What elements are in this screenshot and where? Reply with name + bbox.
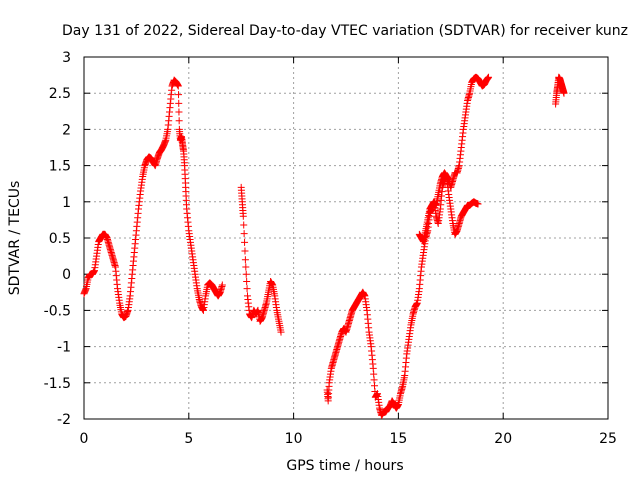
data-point [243,277,251,285]
data-point [474,200,482,208]
data-points [80,73,568,419]
data-point [240,221,248,229]
y-axis-label: SDTVAR / TECUs [7,181,23,296]
data-point [243,285,251,293]
y-tick-labels: -2 -1.5 -1 -0.5 0 0.5 1 1.5 2 2.5 3 [44,50,71,428]
series-segment [80,76,226,322]
x-tick-label: 15 [389,431,407,447]
y-tick-label: 3 [62,50,71,66]
y-tick-label: 2.5 [49,86,71,102]
y-tick-label: -1.5 [44,376,71,392]
y-tick-label: -1 [57,340,71,356]
series-segment [552,73,568,108]
data-point [175,117,183,125]
data-point [241,238,249,246]
data-point [241,247,249,255]
x-tick-label: 25 [599,431,617,447]
axis-ticks [83,56,609,420]
data-point [277,328,285,336]
data-point [242,263,250,271]
y-tick-label: -0.5 [44,303,71,319]
data-point [174,82,182,90]
y-tick-label: 1 [62,195,71,211]
x-tick-label: 20 [494,431,512,447]
x-axis-label: GPS time / hours [286,458,403,474]
data-point [218,281,226,289]
data-point [560,89,568,97]
data-point [242,270,250,278]
y-tick-label: 1.5 [49,159,71,175]
y-tick-label: 2 [62,122,71,138]
y-tick-label: 0.5 [49,231,71,247]
x-tick-label: 10 [285,431,303,447]
y-tick-label: 0 [62,267,71,283]
data-point [485,73,493,81]
gridlines [84,57,608,419]
chart-title: Day 131 of 2022, Sidereal Day-to-day VTE… [62,23,628,39]
x-tick-label: 0 [80,431,89,447]
data-point [175,99,183,107]
series-segment [237,183,285,336]
x-tick-label: 5 [184,431,193,447]
x-tick-labels: 0 5 10 15 20 25 [80,431,617,447]
data-point [175,91,183,99]
data-point [240,230,248,238]
data-point [241,256,249,264]
series-segment [415,172,482,246]
series-sdtvar [80,73,568,419]
data-point [239,212,247,220]
data-point [175,108,183,116]
y-tick-label: -2 [57,412,71,428]
